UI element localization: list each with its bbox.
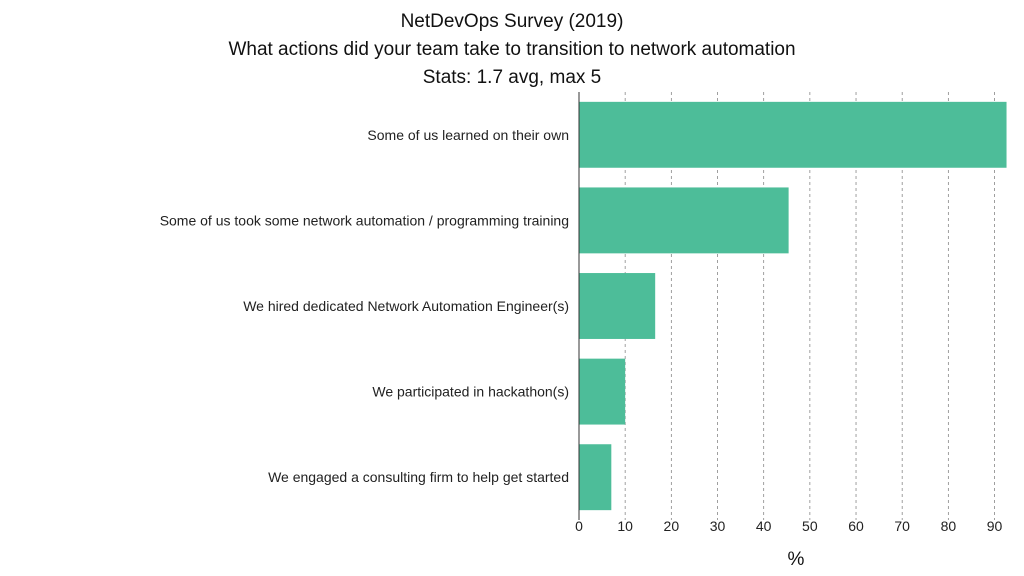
category-label: We engaged a consulting firm to help get… (268, 469, 569, 485)
x-tick-label: 90 (987, 518, 1003, 534)
x-tick-label: 30 (710, 518, 726, 534)
bars (579, 101, 1007, 511)
x-tick-labels: 0 10 20 30 40 50 60 70 80 90 (575, 518, 1002, 534)
x-tick-label: 60 (848, 518, 864, 534)
x-tick-label: 50 (802, 518, 818, 534)
category-label: We hired dedicated Network Automation En… (243, 298, 569, 314)
x-tick-label: 70 (894, 518, 910, 534)
bar (579, 187, 789, 254)
bar (579, 444, 612, 511)
x-tick-label: 40 (756, 518, 772, 534)
bar (579, 358, 626, 425)
bar (579, 273, 656, 339)
x-axis-title: % (788, 549, 805, 570)
x-tick-label: 20 (664, 518, 680, 534)
bar (579, 101, 1007, 168)
category-label: Some of us learned on their own (367, 127, 569, 143)
category-labels: Some of us learned on their own Some of u… (160, 127, 569, 485)
chart-subtitle: What actions did your team take to trans… (228, 39, 796, 60)
x-tick-label: 80 (941, 518, 957, 534)
chart-title: NetDevOps Survey (2019) (400, 11, 624, 32)
x-tick-label: 0 (575, 518, 583, 534)
chart-titles: NetDevOps Survey (2019) What actions did… (0, 8, 1024, 92)
category-label: Some of us took some network automation … (160, 212, 569, 228)
category-label: We participated in hackathon(s) (372, 384, 569, 400)
x-tick-label: 10 (617, 518, 633, 534)
grid-lines (624, 92, 995, 520)
chart-stats: Stats: 1.7 avg, max 5 (422, 67, 602, 88)
axes (578, 92, 580, 520)
